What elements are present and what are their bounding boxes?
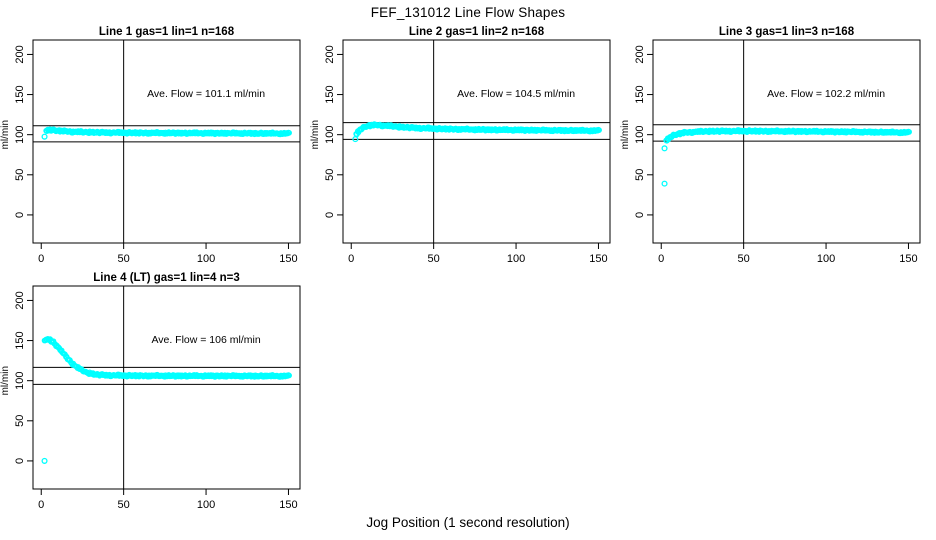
x-tick-label: 100 (197, 253, 215, 265)
y-tick-label: 100 (14, 126, 26, 144)
data-points (41, 335, 292, 380)
ave-flow-annotation: Ave. Flow = 101.1 ml/min (147, 88, 265, 100)
y-tick-label: 50 (14, 169, 26, 181)
data-point (286, 372, 292, 379)
ave-flow-annotation: Ave. Flow = 102.2 ml/min (767, 88, 885, 100)
y-tick-label: 200 (634, 45, 646, 63)
y-tick-label: 100 (634, 126, 646, 144)
outlier-points (661, 145, 668, 187)
y-tick-label: 100 (324, 126, 336, 144)
x-tick-label: 0 (348, 253, 354, 265)
x-tick-label: 0 (658, 253, 664, 265)
axis-ticks (27, 299, 289, 495)
reference-lines (33, 40, 300, 243)
subplot-line-3: Line 3 gas=1 lin=3 n=168 0 50 100 150 200 0 50 1… (620, 26, 930, 272)
y-axis-label: ml/min (0, 366, 11, 395)
axis-tick-labels: 0 50 100 150 200 0 50 100 150 (324, 45, 608, 265)
y-axis-label: ml/min (310, 120, 321, 149)
x-tick-label: 0 (38, 253, 44, 265)
x-tick-label: 50 (428, 253, 440, 265)
main-title: FEF_131012 Line Flow Shapes (370, 5, 566, 20)
axis-ticks (647, 53, 909, 249)
data-points (43, 126, 292, 138)
data-point (596, 127, 602, 133)
axis-ticks (27, 53, 289, 249)
subplot-2-svg: Line 2 gas=1 lin=2 n=168 0 50 100 150 200 0 50 1… (310, 26, 611, 265)
reference-lines (343, 40, 610, 243)
x-tick-label: 0 (38, 499, 44, 511)
axis-tick-labels: 0 50 100 150 200 0 50 100 150 (634, 45, 918, 265)
y-tick-label: 0 (14, 458, 26, 464)
x-tick-label: 100 (817, 253, 835, 265)
y-tick-label: 50 (324, 169, 336, 181)
y-tick-label: 150 (324, 85, 336, 103)
reference-lines (33, 286, 300, 489)
axis-ticks (337, 53, 599, 249)
outlier-points (41, 133, 48, 140)
y-axis-label: ml/min (0, 120, 11, 149)
outlier-points (352, 136, 359, 143)
x-tick-label: 50 (118, 499, 130, 511)
outlier-point (661, 145, 668, 152)
outlier-point (352, 136, 359, 143)
y-axis-label: ml/min (620, 120, 631, 149)
subplot-1-svg: Line 1 gas=1 lin=1 n=168 0 50 100 150 200 0 50 1… (0, 26, 301, 265)
data-points (663, 127, 912, 144)
y-tick-label: 50 (634, 169, 646, 181)
axis-tick-labels: 0 50 100 150 200 0 50 100 150 (14, 45, 298, 265)
y-tick-label: 150 (634, 85, 646, 103)
subplot-line-2: Line 2 gas=1 lin=2 n=168 0 50 100 150 200 0 50 1… (310, 26, 620, 272)
ave-flow-annotation: Ave. Flow = 106 ml/min (151, 334, 260, 346)
subplot-4-svg: Line 4 (LT) gas=1 lin=4 n=30501001502000… (0, 272, 301, 511)
subplot-3-svg: Line 3 gas=1 lin=3 n=168 0 50 100 150 200 0 50 1… (620, 26, 921, 265)
outlier-point (661, 180, 668, 187)
x-tick-label: 150 (279, 253, 297, 265)
y-tick-label: 150 (14, 85, 26, 103)
subplot-line-4: Line 4 (LT) gas=1 lin=4 n=3 0 50 100 150 200 0… (0, 272, 310, 518)
plot-frame (342, 39, 611, 244)
y-tick-label: 150 (14, 331, 26, 349)
global-x-axis-label: Jog Position (1 second resolution) (366, 515, 570, 530)
y-tick-label: 200 (14, 291, 26, 309)
axis-tick-labels: 0 50 100 150 200 0 50 100 150 (14, 291, 298, 511)
y-tick-label: 0 (14, 212, 26, 218)
x-tick-label: 50 (118, 253, 130, 265)
outlier-point (41, 457, 48, 464)
subplot-title: Line 4 (LT) gas=1 lin=4 n=3 (93, 272, 239, 284)
data-point (286, 130, 292, 136)
reference-lines (653, 40, 920, 243)
data-point (906, 129, 912, 135)
subplot-title: Line 2 gas=1 lin=2 n=168 (409, 26, 545, 38)
x-tick-label: 150 (279, 499, 297, 511)
subplot-title: Line 1 gas=1 lin=1 n=168 (99, 26, 235, 38)
y-tick-label: 50 (14, 415, 26, 427)
plot-frame (32, 285, 301, 490)
subplot-line-1: Line 1 gas=1 lin=1 n=168 0 50 100 150 200 0 50 1… (0, 26, 310, 272)
x-tick-label: 100 (507, 253, 525, 265)
outlier-points (41, 457, 48, 464)
y-tick-label: 100 (14, 372, 26, 390)
x-tick-label: 150 (899, 253, 917, 265)
x-tick-label: 100 (197, 499, 215, 511)
x-tick-label: 150 (589, 253, 607, 265)
y-tick-label: 200 (14, 45, 26, 63)
ave-flow-annotation: Ave. Flow = 104.5 ml/min (457, 88, 575, 100)
data-points (353, 121, 602, 138)
outlier-point (41, 133, 48, 140)
y-tick-label: 200 (324, 45, 336, 63)
y-tick-label: 0 (324, 212, 336, 218)
subplot-title: Line 3 gas=1 lin=3 n=168 (719, 26, 855, 38)
y-tick-label: 0 (634, 212, 646, 218)
x-tick-label: 50 (738, 253, 750, 265)
